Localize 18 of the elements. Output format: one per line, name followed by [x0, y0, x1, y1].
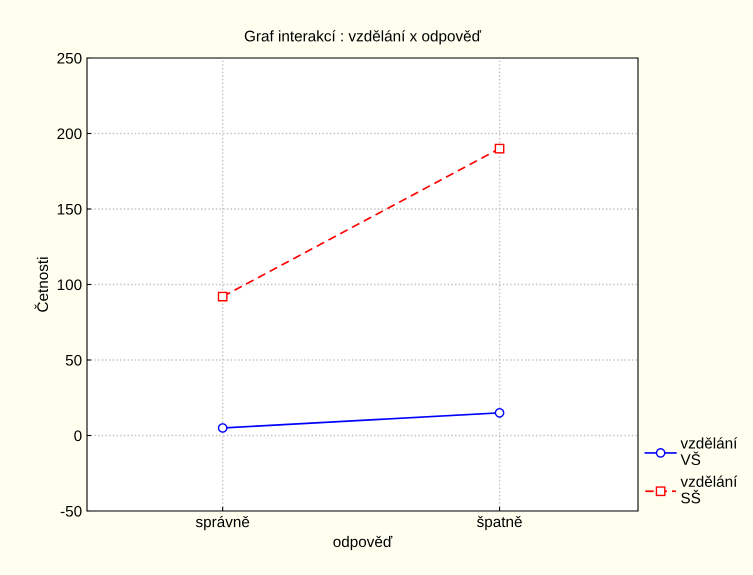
legend-label: vzdělání SŠ — [680, 476, 738, 504]
point — [494, 144, 504, 154]
legend-label: vzdělání VŠ — [680, 437, 738, 466]
point — [218, 292, 228, 302]
point — [494, 408, 504, 418]
y-tick-label: 200 — [57, 128, 82, 140]
point — [218, 423, 228, 433]
x-tick-label: špatně — [477, 516, 522, 530]
chart-title: Graf interakcí : vzdělání x odpověď — [244, 30, 482, 45]
y-tick-label: 50 — [66, 354, 82, 366]
x-axis-title: odpověď — [333, 536, 392, 550]
y-tick-label: 0 — [74, 430, 82, 442]
x-tick-label: správně — [196, 516, 250, 530]
y-tick-label: 150 — [58, 204, 82, 215]
y-tick-label: -50 — [60, 506, 82, 517]
y-tick-label: 250 — [57, 52, 82, 64]
y-axis-title: Četnosti — [34, 258, 48, 312]
y-tick-label: 100 — [58, 279, 82, 290]
